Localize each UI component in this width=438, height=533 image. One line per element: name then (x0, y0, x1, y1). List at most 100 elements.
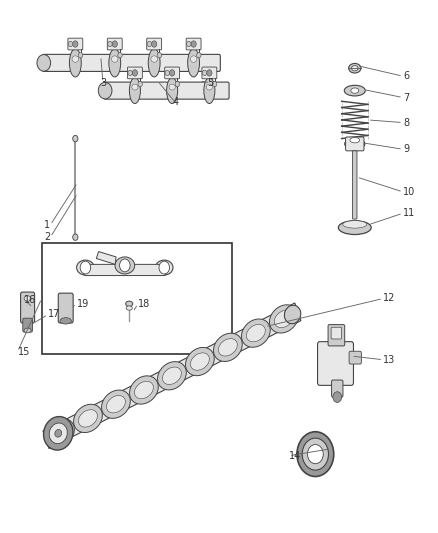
Circle shape (73, 135, 78, 142)
Circle shape (37, 54, 51, 71)
Circle shape (307, 445, 323, 464)
Ellipse shape (43, 417, 73, 450)
Ellipse shape (115, 257, 134, 274)
Ellipse shape (24, 296, 31, 301)
Circle shape (159, 261, 170, 274)
Ellipse shape (166, 78, 178, 103)
Text: 5: 5 (207, 78, 213, 87)
Ellipse shape (206, 84, 212, 90)
Text: 9: 9 (403, 144, 409, 154)
Ellipse shape (344, 85, 365, 96)
Ellipse shape (126, 301, 133, 306)
Text: 3: 3 (100, 78, 106, 87)
Ellipse shape (351, 88, 359, 93)
Ellipse shape (102, 390, 131, 418)
Text: 6: 6 (403, 71, 409, 81)
Ellipse shape (351, 66, 358, 71)
Ellipse shape (69, 49, 81, 77)
Ellipse shape (134, 381, 153, 399)
Circle shape (118, 53, 122, 58)
Ellipse shape (111, 56, 118, 62)
Circle shape (80, 261, 91, 274)
Ellipse shape (241, 319, 270, 348)
Text: 1: 1 (44, 220, 50, 230)
Ellipse shape (50, 424, 69, 441)
Ellipse shape (269, 305, 298, 333)
Ellipse shape (46, 418, 74, 447)
Ellipse shape (55, 430, 62, 437)
FancyBboxPatch shape (346, 137, 364, 151)
Ellipse shape (126, 306, 132, 310)
Text: 13: 13 (383, 355, 396, 365)
Text: 11: 11 (403, 208, 415, 218)
Circle shape (202, 70, 207, 76)
Ellipse shape (191, 353, 209, 370)
Circle shape (197, 53, 201, 58)
Text: 15: 15 (18, 347, 30, 357)
Ellipse shape (169, 84, 175, 90)
FancyBboxPatch shape (318, 342, 353, 385)
Ellipse shape (74, 404, 102, 433)
Circle shape (152, 41, 157, 47)
Circle shape (207, 70, 212, 76)
FancyBboxPatch shape (21, 292, 35, 323)
FancyBboxPatch shape (186, 38, 201, 50)
Circle shape (73, 234, 78, 240)
Ellipse shape (204, 78, 215, 103)
Ellipse shape (151, 56, 157, 62)
Text: 8: 8 (403, 118, 409, 127)
FancyBboxPatch shape (331, 327, 342, 339)
Text: 16: 16 (24, 295, 36, 304)
Ellipse shape (109, 49, 120, 77)
Ellipse shape (186, 348, 214, 376)
Ellipse shape (213, 333, 242, 361)
Circle shape (73, 41, 78, 47)
Circle shape (98, 82, 112, 99)
Text: 4: 4 (172, 98, 178, 107)
Ellipse shape (338, 221, 371, 235)
Ellipse shape (155, 260, 173, 275)
FancyBboxPatch shape (107, 38, 122, 50)
Circle shape (212, 82, 217, 87)
Text: 19: 19 (77, 299, 89, 309)
Circle shape (138, 82, 142, 87)
FancyBboxPatch shape (328, 325, 345, 346)
Circle shape (147, 42, 152, 47)
Ellipse shape (78, 410, 97, 427)
Ellipse shape (129, 78, 141, 103)
FancyBboxPatch shape (42, 243, 232, 354)
Ellipse shape (24, 328, 31, 333)
Text: 2: 2 (44, 232, 50, 242)
Ellipse shape (162, 367, 181, 384)
FancyBboxPatch shape (353, 151, 357, 219)
Circle shape (187, 42, 191, 47)
Ellipse shape (219, 338, 237, 356)
Text: 17: 17 (48, 310, 60, 319)
Ellipse shape (158, 361, 186, 390)
Ellipse shape (106, 395, 125, 413)
FancyBboxPatch shape (147, 38, 162, 50)
Ellipse shape (148, 49, 160, 77)
FancyBboxPatch shape (349, 351, 361, 364)
Circle shape (132, 70, 138, 76)
Circle shape (333, 392, 342, 402)
Circle shape (128, 70, 132, 76)
Ellipse shape (132, 84, 138, 90)
Circle shape (191, 41, 196, 47)
Text: 18: 18 (138, 299, 150, 309)
Circle shape (297, 432, 334, 477)
Ellipse shape (343, 221, 367, 228)
Circle shape (157, 53, 162, 58)
Ellipse shape (345, 139, 365, 149)
Polygon shape (96, 252, 116, 264)
Circle shape (108, 42, 112, 47)
FancyBboxPatch shape (42, 54, 220, 71)
Circle shape (120, 259, 130, 272)
Circle shape (112, 41, 117, 47)
Ellipse shape (130, 376, 158, 404)
Text: 10: 10 (403, 187, 415, 197)
Circle shape (170, 70, 175, 76)
FancyBboxPatch shape (127, 67, 142, 79)
Ellipse shape (190, 56, 197, 62)
Ellipse shape (349, 63, 361, 73)
